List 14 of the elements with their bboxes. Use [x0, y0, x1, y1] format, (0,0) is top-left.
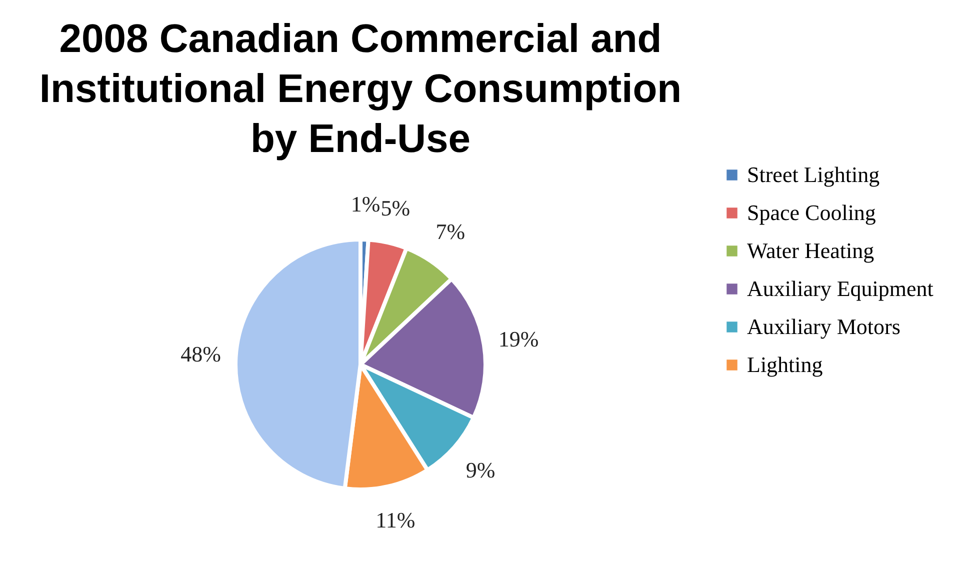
data-label: 11% — [376, 508, 416, 533]
legend-label: Space Cooling — [747, 200, 876, 225]
data-label: 7% — [436, 219, 466, 244]
chart-title: 2008 Canadian Commercial and Institutional Energy Consumption by End-Use — [39, 17, 682, 161]
legend-label: Water Heating — [747, 238, 874, 263]
legend-label: Auxiliary Motors — [747, 314, 900, 339]
data-label: 19% — [498, 326, 539, 352]
data-label: 48% — [180, 341, 221, 366]
data-label: 1% — [350, 192, 380, 217]
data-label: 5% — [380, 195, 410, 220]
legend-label: Lighting — [747, 352, 823, 377]
legend-label: Street Lighting — [747, 162, 880, 187]
data-label: 9% — [466, 457, 496, 482]
legend-label: Auxiliary Equipment — [747, 276, 934, 301]
